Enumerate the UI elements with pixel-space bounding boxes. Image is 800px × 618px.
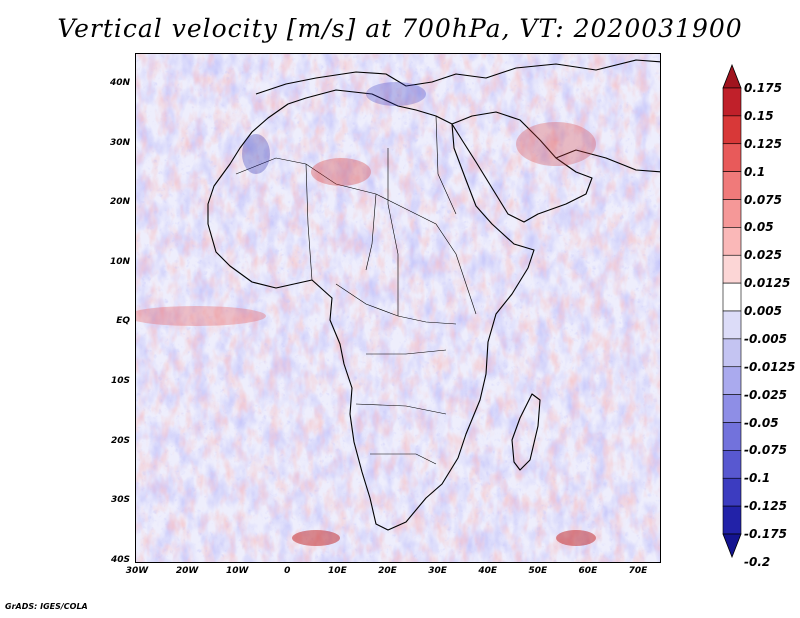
colorbar-tick-label: -0.0125 xyxy=(744,359,796,374)
colorbar-tick-label: -0.175 xyxy=(744,527,787,541)
lon-tick-label: 10E xyxy=(328,566,347,576)
colorbar-bin xyxy=(722,310,742,340)
lon-tick-label: 50E xyxy=(528,566,548,576)
colorbar-bin xyxy=(722,282,742,312)
country-borders xyxy=(235,115,477,465)
colorbar-bin xyxy=(722,394,742,423)
lat-tick-label: EQ xyxy=(116,316,130,327)
colorbar-tick-label: 0.15 xyxy=(744,108,774,123)
colorbar-tick-label: -0.05 xyxy=(744,415,779,430)
colorbar-tick-label: -0.125 xyxy=(744,499,787,514)
lon-tick-label: 0 xyxy=(284,566,291,576)
lon-tick-label: 10W xyxy=(225,566,249,576)
colorbar-bin xyxy=(722,227,742,256)
colorbar-bin xyxy=(722,366,742,395)
lat-tick-label: 20S xyxy=(110,435,130,446)
colorbar-bin xyxy=(722,87,742,117)
lat-tick-label: 30N xyxy=(109,137,130,148)
map-panel xyxy=(135,53,661,563)
lat-tick-label: 40S xyxy=(110,554,130,565)
lat-tick-label: 20N xyxy=(109,197,130,208)
madagascar-coastline xyxy=(511,393,541,471)
colorbar-tick-label: 0.125 xyxy=(744,136,782,151)
colorbar-tick-label: -0.2 xyxy=(744,554,771,569)
lon-tick-label: 20W xyxy=(175,566,199,576)
colorbar-bottom-arrow xyxy=(722,533,742,558)
lat-tick-label: 10N xyxy=(109,256,130,267)
lon-tick-label: 70E xyxy=(628,566,648,576)
colorbar-tick-label: -0.075 xyxy=(744,443,787,458)
colorbar-tick-label: 0.075 xyxy=(744,192,782,207)
colorbar-tick-label: 0.05 xyxy=(744,220,774,235)
vertical-velocity-field xyxy=(136,54,660,562)
europe-coastline xyxy=(255,59,660,95)
iran-coastline xyxy=(555,149,660,173)
lon-tick-label: 40E xyxy=(478,566,498,576)
colorbar-bin xyxy=(722,115,742,145)
colorbar-tick-label: 0.025 xyxy=(744,248,782,263)
lon-tick-label: 60E xyxy=(578,566,598,576)
colorbar-bin xyxy=(722,143,742,172)
colorbar-bin xyxy=(722,254,742,284)
map-title: Vertical velocity [m/s] at 700hPa, VT: 2… xyxy=(57,14,743,43)
colorbar-tick-label: 0.005 xyxy=(744,304,782,318)
lon-tick-label: 20E xyxy=(378,566,397,576)
lat-tick-label: 10S xyxy=(110,376,130,386)
colorbar xyxy=(722,64,742,558)
colorbar-bin xyxy=(722,199,742,228)
colorbar-tick-label: 0.175 xyxy=(744,81,782,95)
colorbar-top-arrow xyxy=(722,64,742,89)
colorbar-bin xyxy=(722,338,742,368)
grads-credit: GrADS: IGES/COLA xyxy=(5,602,88,611)
colorbar-tick-label: 0.1 xyxy=(744,164,766,179)
colorbar-bin xyxy=(722,505,742,535)
lon-tick-label: 30E xyxy=(428,566,447,576)
colorbar-tick-label: -0.025 xyxy=(744,387,787,402)
africa-coastline xyxy=(207,89,535,531)
colorbar-bin xyxy=(722,477,742,507)
colorbar-bin xyxy=(722,422,742,451)
colorbar-bin xyxy=(722,450,742,479)
lat-tick-label: 40N xyxy=(109,78,130,88)
lon-tick-label: 30W xyxy=(125,566,149,576)
colorbar-tick-label: -0.005 xyxy=(744,331,787,346)
coastlines xyxy=(207,59,660,531)
colorbar-tick-label: 0.0125 xyxy=(744,276,791,291)
convection-hotspots xyxy=(136,82,596,546)
lat-tick-label: 30S xyxy=(110,495,130,506)
arabian-peninsula-coastline xyxy=(451,111,593,223)
colorbar-tick-label: -0.1 xyxy=(744,471,771,486)
colorbar-bin xyxy=(722,171,742,200)
